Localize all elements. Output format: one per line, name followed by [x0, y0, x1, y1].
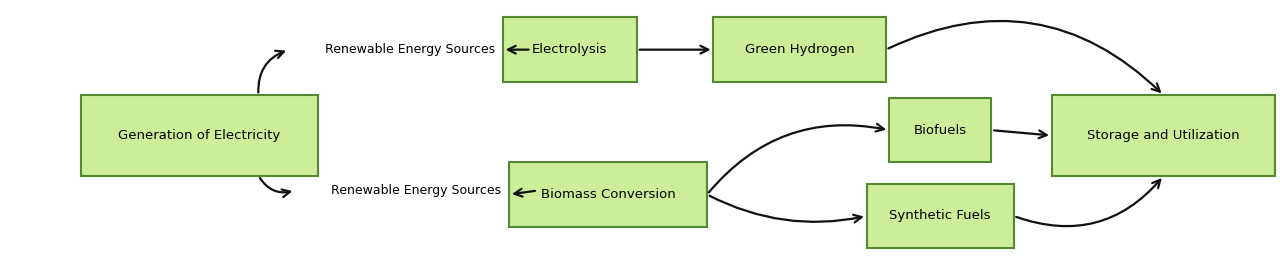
FancyBboxPatch shape: [81, 95, 317, 176]
Text: Storage and Utilization: Storage and Utilization: [1087, 129, 1240, 142]
Text: Biofuels: Biofuels: [914, 124, 966, 137]
FancyBboxPatch shape: [509, 162, 707, 227]
Text: Synthetic Fuels: Synthetic Fuels: [890, 209, 991, 222]
FancyBboxPatch shape: [1052, 95, 1275, 176]
Text: Renewable Energy Sources: Renewable Energy Sources: [325, 43, 495, 56]
Text: Electrolysis: Electrolysis: [532, 43, 608, 56]
FancyBboxPatch shape: [890, 98, 991, 162]
Text: Renewable Energy Sources: Renewable Energy Sources: [332, 184, 502, 197]
FancyBboxPatch shape: [713, 18, 886, 82]
Text: Generation of Electricity: Generation of Electricity: [118, 129, 280, 142]
Text: Biomass Conversion: Biomass Conversion: [540, 188, 676, 201]
Text: Green Hydrogen: Green Hydrogen: [745, 43, 855, 56]
FancyBboxPatch shape: [867, 184, 1014, 248]
FancyBboxPatch shape: [503, 18, 637, 82]
